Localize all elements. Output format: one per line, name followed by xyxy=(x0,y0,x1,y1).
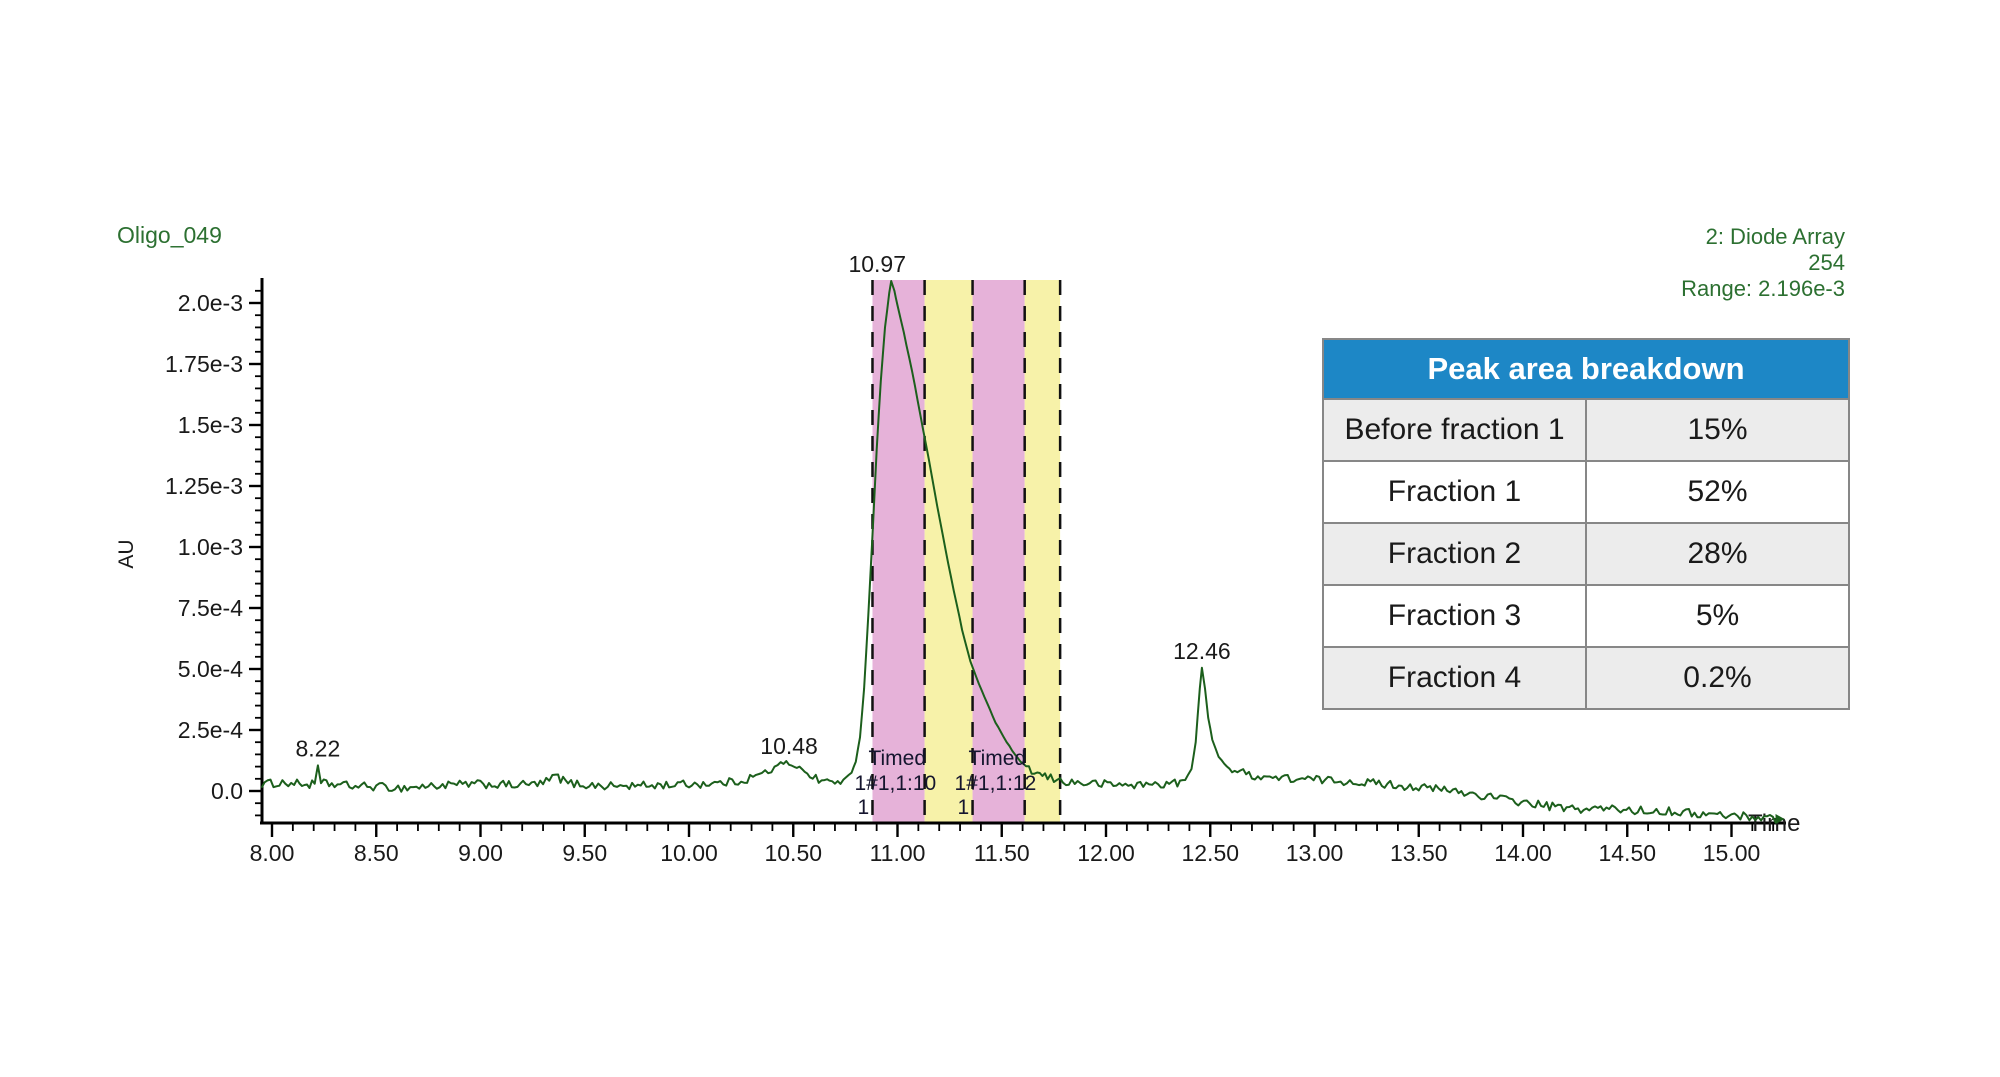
x-tick-label: 9.00 xyxy=(458,840,503,866)
peak-label: 12.46 xyxy=(1173,638,1231,664)
peak-label: 10.97 xyxy=(848,251,906,277)
row-value: 15% xyxy=(1585,398,1850,462)
x-tick-label: 14.50 xyxy=(1598,840,1656,866)
x-tick-label: 13.50 xyxy=(1390,840,1448,866)
row-value: 5% xyxy=(1585,584,1850,648)
row-label: Fraction 1 xyxy=(1322,460,1587,524)
trace-end-arrow xyxy=(1775,814,1785,825)
channel-info-block: 2: Diode Array 254 Range: 2.196e-3 xyxy=(1681,224,1845,302)
fraction-band xyxy=(924,280,973,822)
channel-name: 2: Diode Array xyxy=(1705,224,1845,249)
fraction-band xyxy=(872,280,925,822)
chromatogram-trace xyxy=(260,280,1782,824)
fraction-band xyxy=(972,280,1025,822)
y-tick-label: 1.25e-3 xyxy=(165,473,243,499)
x-tick-label: 8.00 xyxy=(250,840,295,866)
row-value: 52% xyxy=(1585,460,1850,524)
row-label: Fraction 4 xyxy=(1322,646,1587,710)
y-tick-label: 0.0 xyxy=(211,778,243,804)
y-tick-label: 5.0e-4 xyxy=(178,656,243,682)
peak-label: 10.48 xyxy=(760,733,818,759)
x-tick-label: 14.00 xyxy=(1494,840,1552,866)
x-tick-label: 11.50 xyxy=(974,840,1030,866)
y-tick-label: 7.5e-4 xyxy=(178,595,243,621)
y-tick-label: 2.5e-4 xyxy=(178,717,243,743)
y-tick-label: 1.0e-3 xyxy=(178,534,243,560)
table-row: Fraction 1 52% xyxy=(1322,460,1850,524)
collection-event-label: 1 xyxy=(958,796,970,819)
table-row: Fraction 3 5% xyxy=(1322,584,1850,648)
collection-event-label: Timed xyxy=(969,747,1027,770)
table-row: Fraction 2 28% xyxy=(1322,522,1850,586)
row-label: Fraction 3 xyxy=(1322,584,1587,648)
peak-area-table-title: Peak area breakdown xyxy=(1322,338,1850,400)
x-axis-title: Time xyxy=(1748,810,1800,837)
collection-event-label: 1#1,1:12 xyxy=(955,772,1037,795)
x-tick-label: 10.50 xyxy=(764,840,822,866)
channel-wavelength: 254 xyxy=(1808,250,1845,275)
x-tick-label: 8.50 xyxy=(354,840,399,866)
x-tick-label: 12.00 xyxy=(1077,840,1135,866)
row-label: Before fraction 1 xyxy=(1322,398,1587,462)
channel-range: Range: 2.196e-3 xyxy=(1681,276,1845,301)
x-tick-label: 15.00 xyxy=(1703,840,1761,866)
table-row: Before fraction 1 15% xyxy=(1322,398,1850,462)
x-tick-label: 12.50 xyxy=(1181,840,1239,866)
y-tick-label: 1.5e-3 xyxy=(178,412,243,438)
x-tick-label: 11.00 xyxy=(870,840,926,866)
collection-event-label: 1#1,1:10 xyxy=(854,772,936,795)
peak-label: 8.22 xyxy=(295,735,340,761)
x-tick-label: 10.00 xyxy=(660,840,718,866)
row-value: 28% xyxy=(1585,522,1850,586)
row-label: Fraction 2 xyxy=(1322,522,1587,586)
table-row: Fraction 4 0.2% xyxy=(1322,646,1850,710)
y-tick-label: 2.0e-3 xyxy=(178,290,243,316)
x-tick-label: 9.50 xyxy=(562,840,607,866)
row-value: 0.2% xyxy=(1585,646,1850,710)
y-axis-title: AU xyxy=(115,539,138,568)
collection-event-label: Timed xyxy=(868,747,926,770)
fraction-band xyxy=(1024,280,1061,822)
x-tick-label: 13.00 xyxy=(1286,840,1344,866)
peak-area-table: Peak area breakdown Before fraction 1 15… xyxy=(1322,338,1850,710)
collection-event-label: 1 xyxy=(857,796,869,819)
y-tick-label: 1.75e-3 xyxy=(165,351,243,377)
dataset-label: Oligo_049 xyxy=(117,222,222,248)
